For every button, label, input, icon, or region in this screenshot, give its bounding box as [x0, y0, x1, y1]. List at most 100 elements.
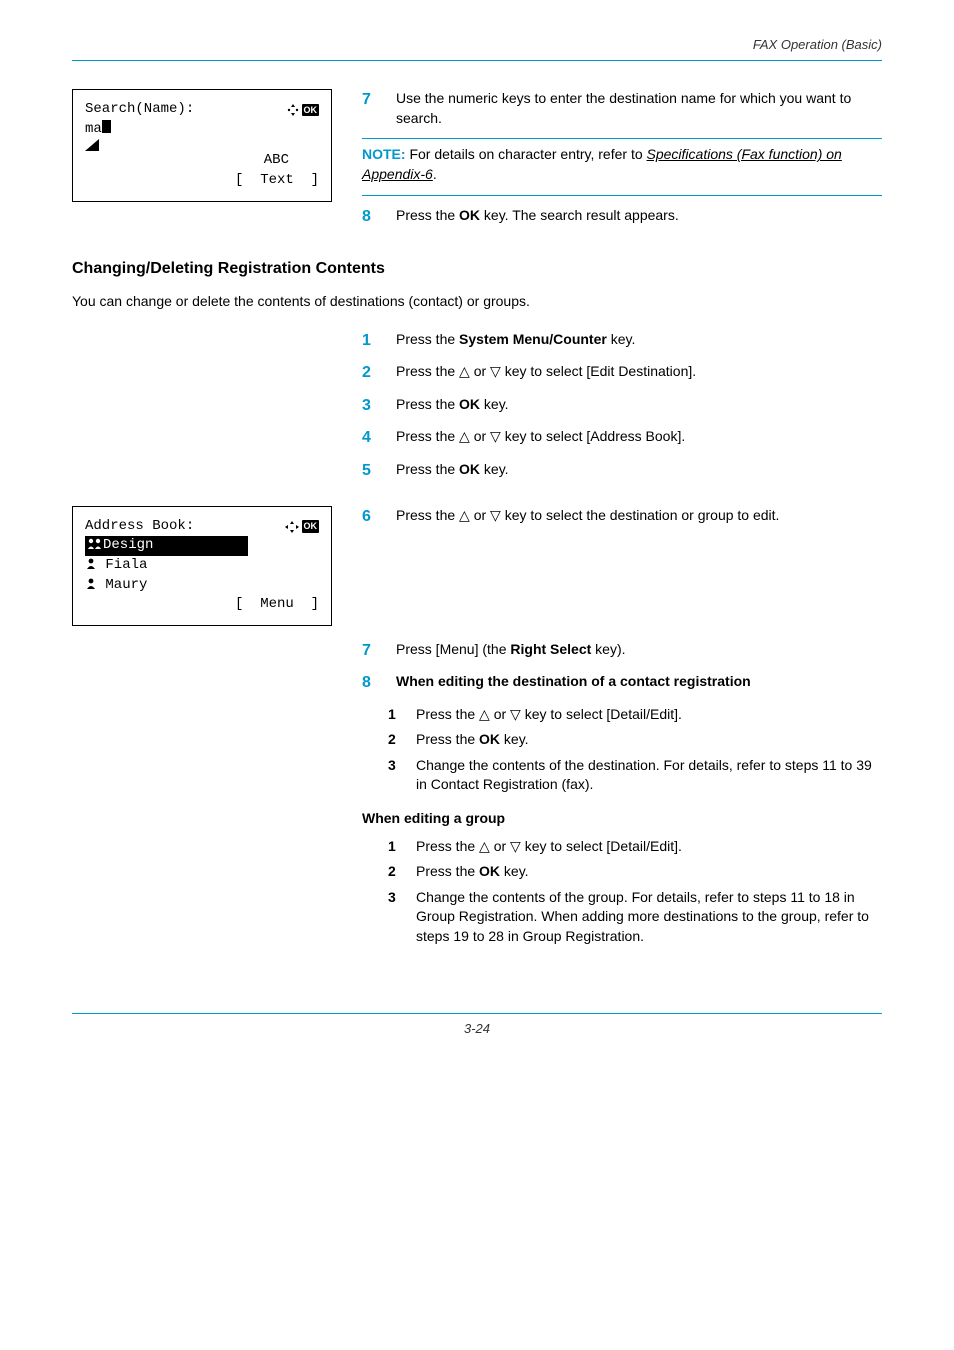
- key-name: OK: [479, 731, 500, 747]
- substep-number: 3: [388, 756, 402, 795]
- substep-group-3: 3 Change the contents of the group. For …: [388, 888, 882, 947]
- down-triangle-icon: ▽: [510, 706, 521, 722]
- up-triangle-icon: △: [479, 706, 490, 722]
- t: Press the: [396, 363, 459, 379]
- step-text: Press the System Menu/Counter key.: [396, 330, 882, 352]
- t: key.: [480, 396, 509, 412]
- t: key.: [607, 331, 636, 347]
- up-triangle-icon: △: [459, 363, 470, 379]
- note-tail: .: [433, 166, 437, 182]
- note-rule-top: [362, 138, 882, 139]
- step-number: 7: [362, 640, 380, 662]
- t: or: [490, 706, 510, 722]
- note-text: For details on character entry, refer to: [406, 146, 647, 162]
- key-name: OK: [459, 461, 480, 477]
- step-8a: 8 Press the OK key. The search result ap…: [362, 206, 882, 228]
- t: key. The search result appears.: [480, 207, 679, 223]
- substep-number: 1: [388, 705, 402, 725]
- substep-text: Change the contents of the destination. …: [416, 756, 882, 795]
- t: Press the: [416, 863, 479, 879]
- key-name: OK: [459, 207, 480, 223]
- t: key.: [500, 731, 529, 747]
- step-number: 8: [362, 206, 380, 228]
- step-text: Use the numeric keys to enter the destin…: [396, 89, 882, 128]
- t: Press the: [416, 731, 479, 747]
- t: Press the: [396, 331, 459, 347]
- substep-number: 2: [388, 730, 402, 750]
- up-triangle-icon: △: [459, 507, 470, 523]
- t: key to select [Detail/Edit].: [521, 706, 682, 722]
- step-text: Press the OK key. The search result appe…: [396, 206, 882, 228]
- step-number: 7: [362, 89, 380, 128]
- substep-text: Change the contents of the group. For de…: [416, 888, 882, 947]
- input-prefix: ma: [85, 121, 102, 137]
- down-triangle-icon: ▽: [510, 838, 521, 854]
- nav-ok-icon: OK: [287, 104, 320, 117]
- down-triangle-icon: ▽: [490, 363, 501, 379]
- step-7: 7 Press [Menu] (the Right Select key).: [362, 640, 882, 662]
- t: Press the: [396, 507, 459, 523]
- note-block: NOTE: For details on character entry, re…: [362, 145, 882, 184]
- substep-group-1: 1 Press the △ or ▽ key to select [Detail…: [388, 837, 882, 857]
- step-number: 3: [362, 395, 380, 417]
- step-text: Press the OK key.: [396, 395, 882, 417]
- step-number: 4: [362, 427, 380, 449]
- t: key.: [480, 461, 509, 477]
- group-subheading: When editing a group: [362, 809, 882, 829]
- step-number: 2: [362, 362, 380, 384]
- lcd-display-addressbook: Address Book: OK Design Fiala Maury: [72, 506, 332, 626]
- page-number: 3-24: [72, 1020, 882, 1038]
- cursor-icon: [102, 120, 111, 133]
- display-softkey: [ Text ]: [85, 171, 319, 191]
- t: or: [470, 428, 490, 444]
- step-number: 5: [362, 460, 380, 482]
- section-intro: You can change or delete the contents of…: [72, 292, 882, 312]
- down-triangle-icon: ▽: [490, 428, 501, 444]
- substep-number: 2: [388, 862, 402, 882]
- substep-contact-1: 1 Press the △ or ▽ key to select [Detail…: [388, 705, 882, 725]
- t: key to select the destination or group t…: [501, 507, 780, 523]
- substep-text: Press the △ or ▽ key to select [Detail/E…: [416, 837, 882, 857]
- key-name: Right Select: [510, 641, 591, 657]
- list-row-selected: Design: [85, 536, 319, 556]
- step-7a: 7 Use the numeric keys to enter the dest…: [362, 89, 882, 128]
- key-name: OK: [479, 863, 500, 879]
- substep-text: Press the △ or ▽ key to select [Detail/E…: [416, 705, 882, 725]
- note-label: NOTE:: [362, 146, 406, 162]
- list-row: Maury: [85, 576, 319, 596]
- key-name: OK: [459, 396, 480, 412]
- list-row: Fiala: [85, 556, 319, 576]
- substep-contact-2: 2 Press the OK key.: [388, 730, 882, 750]
- t: key.: [500, 863, 529, 879]
- step-6: 6 Press the △ or ▽ key to select the des…: [362, 506, 882, 528]
- nav-ok-icon: OK: [285, 520, 320, 533]
- substep-group-2: 2 Press the OK key.: [388, 862, 882, 882]
- step-text: Press the △ or ▽ key to select [Edit Des…: [396, 362, 882, 384]
- list-label: Fiala: [105, 557, 147, 573]
- note-rule-bottom: [362, 195, 882, 196]
- step-4: 4 Press the △ or ▽ key to select [Addres…: [362, 427, 882, 449]
- display-input-line: ma: [85, 120, 319, 140]
- step-1: 1 Press the System Menu/Counter key.: [362, 330, 882, 352]
- step-3: 3 Press the OK key.: [362, 395, 882, 417]
- down-triangle-icon: ▽: [490, 507, 501, 523]
- up-triangle-icon: △: [459, 428, 470, 444]
- display-title: Search(Name):: [85, 100, 194, 120]
- t: Press the: [396, 428, 459, 444]
- step-number: 8: [362, 672, 380, 694]
- section-heading: Changing/Deleting Registration Contents: [72, 258, 882, 280]
- t: key).: [591, 641, 625, 657]
- lcd-display-search: Search(Name): OK ma ABC [ Text ]: [72, 89, 332, 201]
- step-8: 8 When editing the destination of a cont…: [362, 672, 882, 694]
- display-mode: ABC: [85, 151, 319, 171]
- t: Press the: [416, 838, 479, 854]
- up-triangle-icon: △: [479, 838, 490, 854]
- step-number: 6: [362, 506, 380, 528]
- t: Press the: [396, 207, 459, 223]
- key-name: System Menu/Counter: [459, 331, 607, 347]
- t: or: [470, 507, 490, 523]
- t: Press the: [396, 396, 459, 412]
- step-5: 5 Press the OK key.: [362, 460, 882, 482]
- footer-rule: [72, 1013, 882, 1014]
- t: or: [490, 838, 510, 854]
